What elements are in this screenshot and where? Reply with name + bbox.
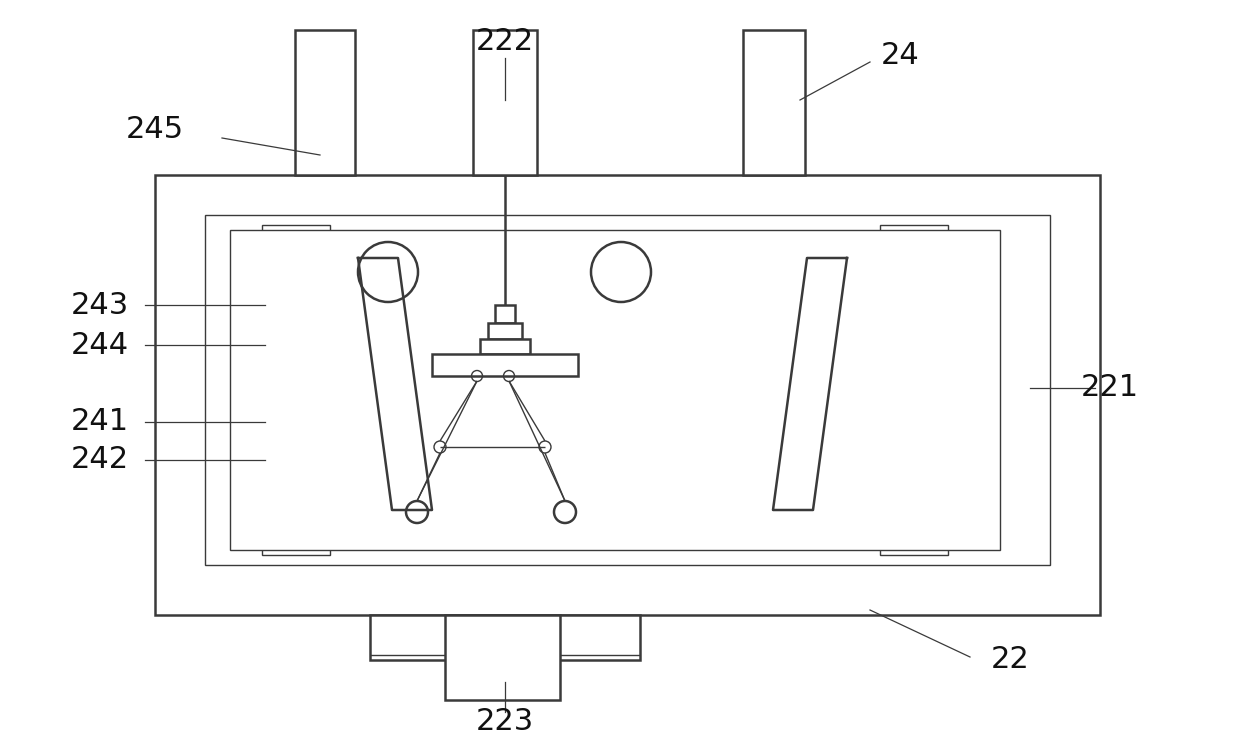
- Bar: [262, 225, 330, 555]
- Bar: [489, 323, 522, 339]
- Bar: [205, 215, 1050, 565]
- Bar: [472, 30, 537, 175]
- Bar: [743, 30, 805, 175]
- Text: 241: 241: [71, 407, 129, 436]
- Text: 221: 221: [1081, 374, 1140, 403]
- Bar: [880, 225, 949, 555]
- Text: 242: 242: [71, 446, 129, 475]
- Bar: [370, 615, 640, 660]
- Bar: [495, 305, 515, 323]
- Text: 222: 222: [476, 28, 534, 56]
- Text: 223: 223: [476, 707, 534, 736]
- Text: 245: 245: [126, 116, 184, 145]
- Bar: [295, 30, 355, 175]
- Bar: [480, 339, 529, 354]
- Bar: [155, 175, 1100, 615]
- Bar: [432, 354, 578, 376]
- Bar: [229, 230, 999, 550]
- Bar: [445, 615, 560, 700]
- Text: 244: 244: [71, 331, 129, 359]
- Text: 24: 24: [880, 40, 919, 70]
- Text: 22: 22: [991, 646, 1029, 674]
- Text: 243: 243: [71, 290, 129, 320]
